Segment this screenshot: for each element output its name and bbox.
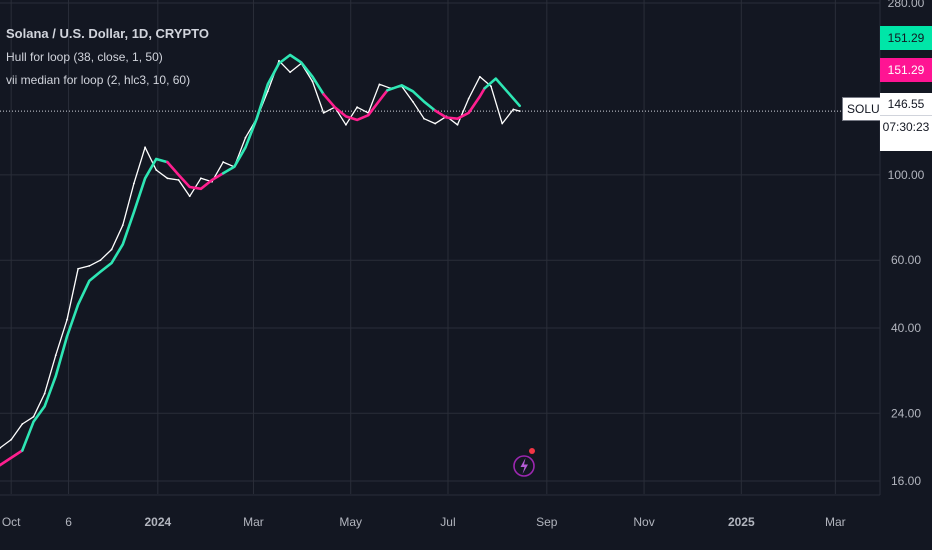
x-tick-label: Mar	[825, 515, 846, 529]
flash-icon[interactable]	[512, 446, 538, 482]
price-point	[166, 177, 169, 180]
last-price-value: 146.55	[887, 97, 925, 111]
hull-up-value-badge: 151.29	[880, 26, 932, 50]
price-point	[177, 179, 180, 181]
x-tick-label: 6	[65, 515, 72, 529]
axis-layer: 16.00 24.00 40.00 60.00 100.00 280.00 Oct 6 2024…	[2, 0, 925, 529]
y-tick-label: 40.00	[891, 321, 921, 335]
price-point	[110, 248, 113, 251]
hull-segment-down	[433, 87, 486, 120]
price-point	[0, 447, 1, 449]
price-point	[467, 97, 470, 100]
y-tick-label: 100.00	[888, 168, 925, 182]
price-point	[54, 354, 57, 356]
price-point	[356, 106, 359, 109]
x-tick-label: Sep	[536, 515, 558, 529]
x-tick-label: 2025	[728, 515, 755, 529]
grid-layer	[0, 0, 881, 496]
chart-title[interactable]: Solana / U.S. Dollar, 1D, CRYPTO	[6, 26, 209, 41]
hull-segment-up	[483, 77, 522, 108]
hull-segment-up	[20, 157, 169, 452]
price-point	[322, 111, 325, 114]
hull-down-value-badge: 151.29	[880, 58, 932, 82]
x-tick-label: Jul	[440, 515, 455, 529]
price-point	[434, 122, 437, 125]
price-point	[411, 100, 414, 103]
price-point	[311, 80, 314, 83]
x-tick-label: Oct	[2, 515, 21, 529]
price-point	[21, 423, 24, 425]
price-point	[478, 75, 481, 78]
price-point	[88, 264, 91, 267]
hull-segment-up	[386, 84, 437, 112]
price-point	[199, 177, 202, 180]
indicator-median-label[interactable]: vii median for loop (2, hlc3, 10, 60)	[6, 73, 191, 87]
y-tick-label: 60.00	[891, 253, 921, 267]
price-point	[518, 110, 521, 112]
price-point	[99, 259, 102, 262]
x-tick-label: Mar	[243, 515, 264, 529]
x-tick-label: Nov	[633, 515, 654, 529]
hull-segment-up	[221, 53, 325, 175]
price-point	[144, 146, 146, 149]
hull-segment-down	[166, 160, 225, 191]
bar-countdown: 07:30:23	[880, 115, 932, 138]
y-tick-label: 24.00	[891, 406, 921, 420]
price-point	[266, 90, 269, 93]
price-point	[155, 169, 158, 171]
price-point	[423, 117, 425, 120]
price-point	[378, 83, 381, 86]
x-tick-label: 2024	[144, 515, 171, 529]
price-point	[278, 59, 280, 62]
indicator-hull-label[interactable]: Hull for loop (38, close, 1, 50)	[6, 50, 163, 64]
price-series-line	[0, 60, 520, 449]
price-point	[133, 182, 135, 185]
price-point	[10, 438, 13, 441]
hull-segment-down	[322, 89, 389, 122]
price-point	[289, 71, 292, 74]
price-point	[188, 195, 191, 198]
price-layer	[0, 59, 521, 449]
price-point	[456, 123, 459, 126]
price-point	[121, 224, 124, 227]
chart-legend: Solana / U.S. Dollar, 1D, CRYPTO Hull fo…	[6, 26, 209, 96]
y-tick-label: 16.00	[891, 474, 921, 488]
price-point	[345, 123, 347, 126]
price-point	[490, 85, 492, 88]
price-point	[244, 136, 247, 139]
price-point	[32, 415, 35, 418]
price-point	[77, 267, 80, 270]
price-point	[66, 318, 68, 321]
y-tick-label: 280.00	[888, 0, 925, 10]
hull-layer	[0, 53, 522, 467]
price-point	[222, 161, 225, 163]
x-tick-label: May	[339, 515, 362, 529]
hull-segment-down	[0, 449, 24, 467]
last-price-badge: 146.55 07:30:23	[880, 93, 932, 151]
price-point	[512, 108, 515, 111]
price-point	[43, 392, 46, 395]
price-point	[501, 122, 504, 125]
